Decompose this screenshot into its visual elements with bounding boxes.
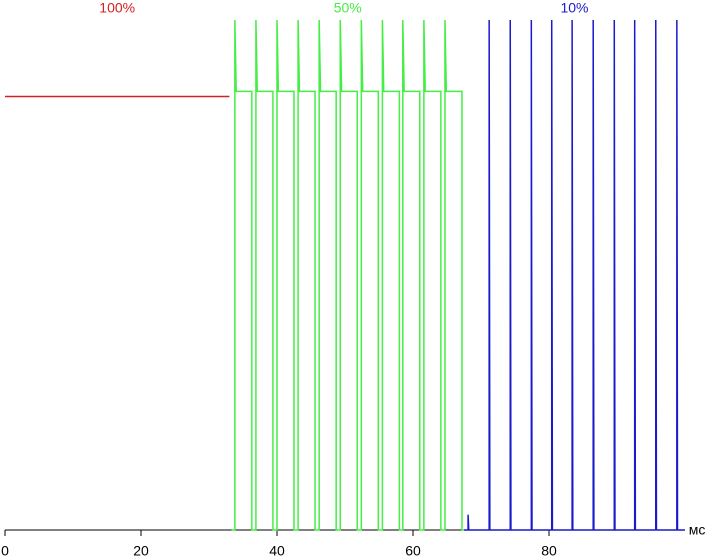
series-line [231,19,464,531]
x-tick-label: 0 [1,543,9,559]
x-tick-label: 40 [269,543,285,559]
x-tick-label: 20 [133,543,149,559]
x-tick-label: 80 [541,543,557,559]
series-label: 100% [99,0,135,16]
x-axis-label: мс [689,522,706,538]
series-label: 10% [560,0,588,16]
series-label: 50% [334,0,362,16]
series-line [464,19,685,531]
x-tick-label: 60 [405,543,421,559]
